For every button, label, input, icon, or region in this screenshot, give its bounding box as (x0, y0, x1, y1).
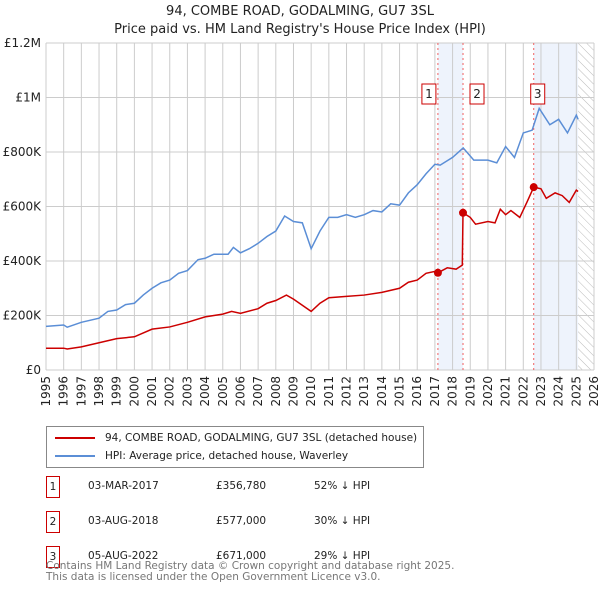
sale-point (433, 268, 442, 277)
x-tick-label: 2024 (552, 376, 566, 407)
sale-hpi-diff: 30% ↓ HPI (314, 515, 371, 527)
series-line (46, 186, 579, 350)
x-tick-label: 2002 (163, 376, 177, 407)
x-tick-label: 2001 (145, 376, 159, 407)
x-tick-label: 2018 (446, 376, 460, 407)
sale-date: 05-AUG-2022 (88, 550, 159, 562)
x-tick-label: 2019 (463, 376, 477, 407)
x-tick-label: 2011 (322, 376, 336, 407)
sale-point (459, 208, 468, 217)
x-tick-label: 2008 (269, 376, 283, 407)
x-tick-label: 2000 (127, 376, 141, 407)
x-tick-label: 2009 (286, 376, 300, 407)
sale-date: 03-MAR-2017 (88, 480, 159, 492)
x-tick-label: 2015 (393, 376, 407, 407)
legend-swatch-property (55, 437, 95, 439)
x-tick-label: 1999 (110, 376, 124, 407)
x-tick-label: 2023 (534, 376, 548, 407)
y-tick-label: £400K (3, 254, 43, 268)
footer-line-2: This data is licensed under the Open Gov… (46, 571, 381, 583)
y-tick-label: £800K (3, 145, 43, 159)
x-tick-label: 2016 (410, 376, 424, 407)
x-tick-label: 2025 (569, 376, 583, 407)
footer-line-1: Contains HM Land Registry data © Crown c… (46, 560, 455, 572)
sale-label-box (421, 83, 437, 105)
legend-swatch-hpi (55, 455, 95, 457)
y-tick-label: £1.2M (4, 36, 41, 50)
x-tick-label: 2017 (428, 376, 442, 407)
x-tick-label: 2006 (233, 376, 247, 407)
sale-number: 2 (46, 511, 60, 533)
y-tick-label: £200K (3, 309, 43, 323)
sale-label: 3 (534, 87, 542, 101)
sale-price: £671,000 (216, 550, 267, 562)
sale-label-box (530, 83, 546, 105)
sale-hpi-diff: 29% ↓ HPI (314, 550, 371, 562)
x-tick-label: 2012 (340, 376, 354, 407)
sale-price: £577,000 (216, 515, 267, 527)
legend: 94, COMBE ROAD, GODALMING, GU7 3SL (deta… (46, 426, 424, 468)
x-tick-label: 2022 (516, 376, 530, 407)
x-tick-label: 2026 (587, 376, 600, 407)
x-tick-label: 2004 (198, 376, 212, 407)
x-tick-label: 2021 (499, 376, 513, 407)
x-tick-label: 2010 (304, 376, 318, 407)
sale-number: 3 (46, 546, 60, 568)
sale-label: 2 (473, 87, 481, 101)
sale-number: 1 (46, 476, 60, 498)
x-tick-label: 1998 (92, 376, 106, 407)
plot: 1995 1996 1997 1998 1999 2000 2001 2002 2003 2004… (3, 36, 600, 407)
x-tick-label: 2007 (251, 376, 265, 407)
legend-label-hpi: HPI: Average price, detached house, Wave… (105, 450, 349, 462)
series-line (45, 106, 579, 329)
x-tick-label: 2014 (375, 376, 389, 407)
chart-title: 94, COMBE ROAD, GODALMING, GU7 3SL (166, 4, 434, 19)
footer: Contains HM Land Registry data © Crown c… (46, 561, 454, 583)
x-tick-label: 2020 (481, 376, 495, 407)
sale-hpi-diff: 52% ↓ HPI (314, 480, 371, 492)
sale-date: 03-AUG-2018 (88, 515, 159, 527)
y-tick-label: £600K (3, 200, 43, 214)
x-tick-label: 2005 (216, 376, 230, 407)
x-tick-label: 1997 (74, 376, 88, 407)
legend-label-property: 94, COMBE ROAD, GODALMING, GU7 3SL (deta… (105, 432, 418, 444)
x-tick-label: 1996 (57, 376, 71, 407)
sale-price: £356,780 (216, 480, 267, 492)
sale-label-box (469, 83, 485, 105)
sale-point (529, 183, 538, 192)
sale-label: 1 (425, 87, 433, 101)
chart-subtitle: Price paid vs. HM Land Registry's House … (114, 22, 486, 37)
x-tick-label: 2003 (180, 376, 194, 407)
x-tick-label: 1995 (39, 376, 53, 407)
y-tick-label: £0 (26, 363, 41, 377)
x-tick-label: 2013 (357, 376, 371, 407)
y-tick-label: £1M (15, 91, 41, 105)
